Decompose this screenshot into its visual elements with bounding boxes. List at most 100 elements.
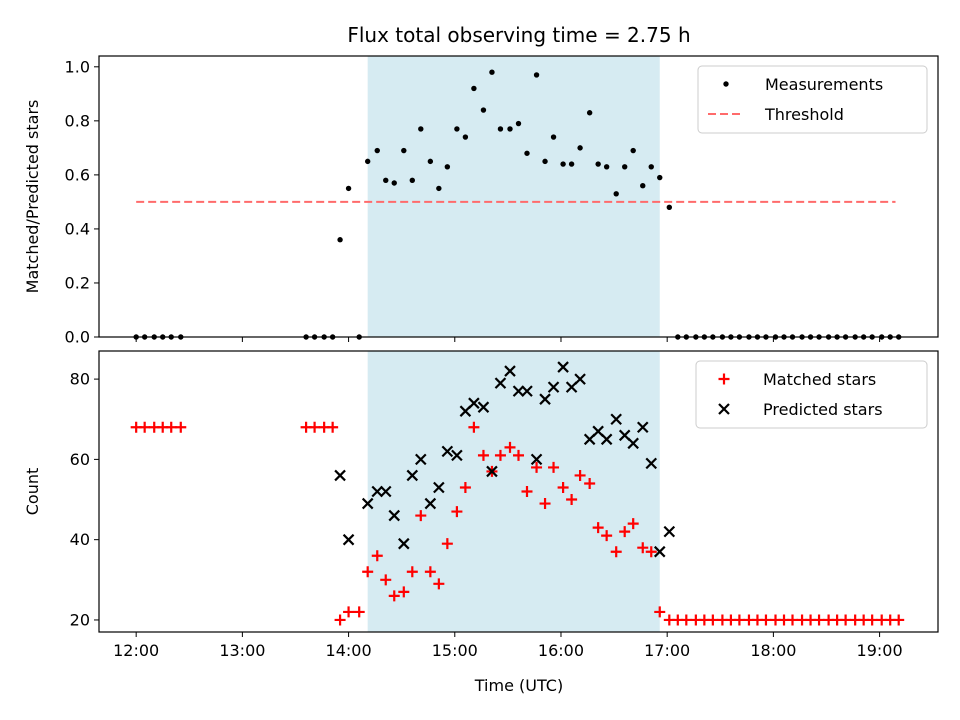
measurement-point	[418, 126, 424, 132]
predicted-star-point	[388, 509, 401, 522]
measurement-point	[444, 164, 451, 170]
predicted-star-point	[486, 465, 498, 478]
matched-star-point	[584, 477, 596, 489]
measurement-point	[497, 126, 504, 132]
matched-star-point	[468, 421, 480, 433]
legend-label: Matched stars	[763, 370, 876, 389]
matched-star-point	[362, 566, 374, 578]
measurement-point	[586, 110, 593, 116]
predicted-star-point	[398, 537, 410, 550]
measurement-point	[462, 134, 469, 140]
matched-star-point	[504, 441, 516, 453]
predicted-star-point	[504, 365, 516, 377]
matched-star-point	[601, 530, 613, 542]
measurement-point	[577, 145, 583, 151]
matched-star-point	[441, 538, 453, 550]
y-tick-label: 0.2	[65, 273, 90, 292]
matched-star-point	[398, 586, 410, 598]
matched-star-point	[175, 421, 187, 433]
measurement-point	[345, 185, 352, 192]
matched-star-point	[343, 606, 355, 618]
matched-star-point	[309, 421, 321, 433]
predicted-star-point	[600, 433, 613, 446]
series-predicted-stars	[334, 361, 676, 558]
predicted-star-point	[663, 525, 676, 538]
bottom-panel-count: 20 40 60 80 12:00 13:00 14:00 15:00 16:00 17:00 18…	[23, 350, 939, 660]
matched-star-point	[637, 542, 649, 554]
measurement-point	[613, 191, 619, 197]
matched-star-point	[380, 574, 392, 586]
matched-star-point	[787, 614, 799, 626]
measurement-point	[550, 134, 557, 140]
predicted-star-point	[477, 401, 490, 413]
matched-star-point	[459, 481, 471, 493]
predicted-star-point	[557, 361, 569, 373]
measurement-point	[622, 164, 628, 170]
measurement-point	[515, 120, 522, 127]
matched-star-point	[531, 461, 543, 473]
measurement-point	[657, 174, 663, 181]
x-tick-label: 14:00	[326, 641, 372, 660]
x-tick-label: 13:00	[219, 641, 265, 660]
predicted-star-point	[512, 385, 525, 397]
measurement-point	[409, 177, 415, 183]
matched-star-point	[353, 606, 365, 618]
measurement-point	[533, 72, 540, 78]
predicted-star-point	[334, 469, 346, 482]
predicted-star-point	[521, 385, 533, 397]
y-tick-label: 80	[70, 370, 90, 389]
measurement-point	[666, 204, 673, 211]
measurement-point	[524, 150, 530, 156]
y-tick-label: 1.0	[65, 57, 90, 76]
measurement-point	[480, 107, 487, 113]
measurement-point	[568, 161, 575, 167]
matched-star-point	[619, 526, 631, 538]
predicted-star-point	[494, 377, 507, 389]
predicted-star-point	[610, 413, 622, 426]
y-tick-label: 40	[70, 530, 90, 549]
plot-frame	[98, 350, 939, 633]
x-tick-label: 12:00	[113, 641, 159, 660]
predicted-star-point	[653, 545, 666, 558]
measurement-point	[630, 147, 636, 154]
matched-star-point	[840, 614, 852, 626]
legend-label: Predicted stars	[763, 400, 883, 419]
predicted-star-point	[636, 421, 649, 434]
predicted-star-point	[433, 481, 445, 494]
series-matched-stars	[130, 421, 905, 626]
matched-star-point	[415, 510, 427, 522]
matched-star-point	[592, 522, 604, 534]
matched-star-point	[371, 550, 383, 562]
y-axis-label: Count	[23, 468, 42, 516]
y-tick-label: 60	[70, 450, 90, 469]
predicted-star-point	[574, 373, 586, 385]
predicted-star-point	[379, 485, 392, 498]
y-tick-label: 0.6	[65, 165, 90, 184]
matched-star-point	[406, 566, 418, 578]
legend-marker	[723, 81, 729, 87]
matched-star-point	[760, 614, 772, 626]
matched-star-point	[327, 421, 339, 433]
y-tick-label: 0.4	[65, 219, 90, 238]
measurement-point	[595, 161, 601, 167]
predicted-star-point	[451, 449, 463, 462]
legend-box	[695, 360, 928, 429]
matched-star-point	[557, 481, 569, 493]
plot-frame	[98, 55, 939, 338]
x-tick-label: 19:00	[857, 641, 903, 660]
matched-star-point	[165, 421, 177, 433]
matched-star-point	[424, 566, 436, 578]
measurement-point	[640, 182, 646, 189]
predicted-star-point	[468, 397, 480, 409]
measurement-point	[489, 69, 495, 75]
matched-star-point	[494, 449, 506, 461]
x-tick-label: 16:00	[538, 641, 584, 660]
predicted-star-point	[371, 485, 384, 498]
matched-star-point	[539, 498, 551, 510]
x-tick-label: 17:00	[644, 641, 690, 660]
x-tick-label: 18:00	[750, 641, 796, 660]
observing-span-shade	[367, 56, 660, 337]
measurement-point	[391, 180, 397, 186]
y-tick-label: 0.0	[65, 328, 90, 347]
measurement-point	[603, 164, 610, 170]
